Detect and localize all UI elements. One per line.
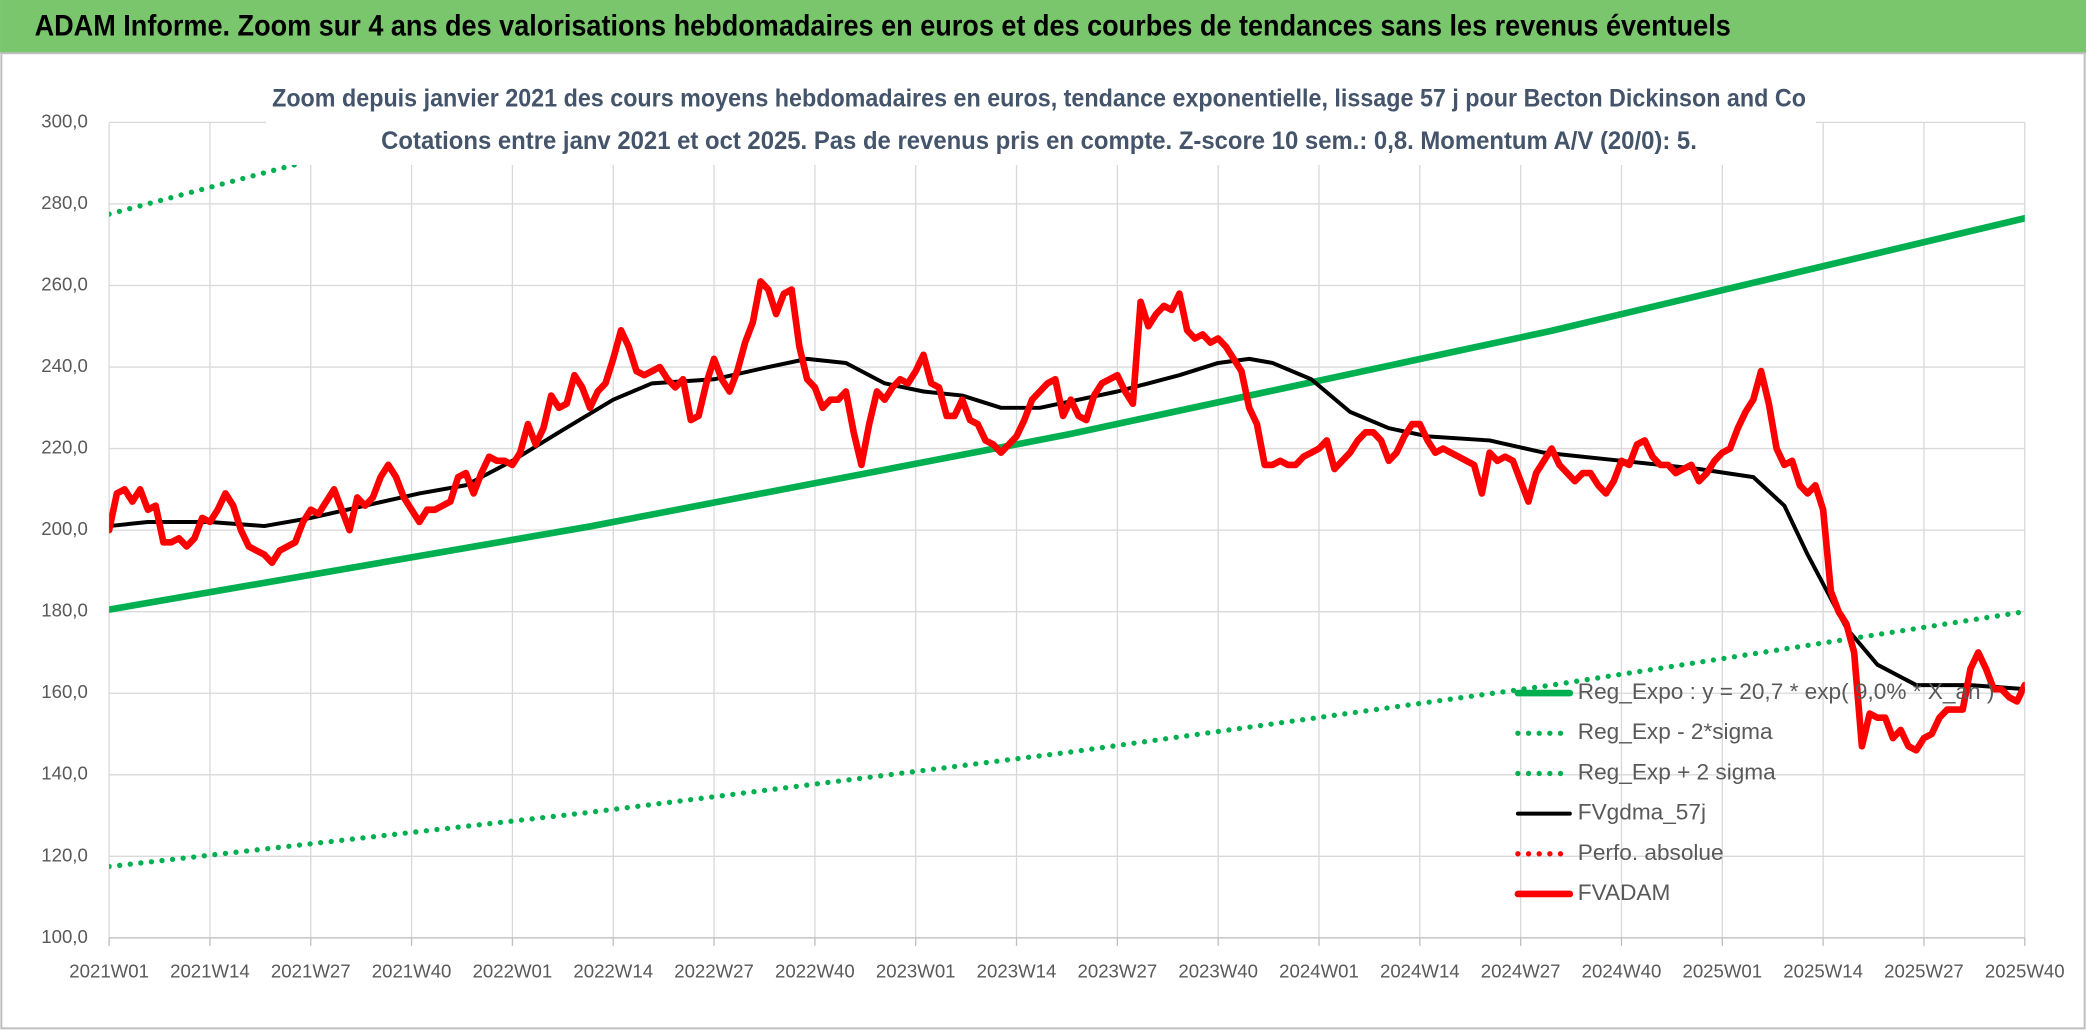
y-tick-label: 300,0 <box>41 110 88 131</box>
x-tick-label: 2023W14 <box>977 960 1057 981</box>
x-tick-label: 2024W27 <box>1481 960 1561 981</box>
y-tick-label: 120,0 <box>41 844 88 865</box>
x-tick-label: 2024W01 <box>1279 960 1359 981</box>
legend-label: Perfo. absolue <box>1578 840 1724 865</box>
x-tick-label: 2022W14 <box>573 960 653 981</box>
y-tick-label: 160,0 <box>41 681 88 702</box>
x-tick-label: 2022W01 <box>473 960 553 981</box>
x-tick-label: 2021W14 <box>170 960 250 981</box>
series-line <box>109 356 2025 692</box>
x-tick-label: 2025W14 <box>1783 960 1863 981</box>
y-tick-label: 280,0 <box>41 192 88 213</box>
chart-title: Zoom depuis janvier 2021 des cours moyen… <box>272 84 1806 112</box>
x-tick-label: 2021W40 <box>372 960 452 981</box>
x-tick-label: 2021W27 <box>271 960 351 981</box>
axes: 100,0 120,0 140,0 160,0 180,0 200,0 220,0 240,0… <box>41 110 2064 981</box>
x-tick-label: 2021W01 <box>69 960 149 981</box>
series-line <box>109 278 2025 754</box>
legend-label: FVgdma_57j <box>1578 800 1706 825</box>
x-tick-label: 2023W01 <box>876 960 956 981</box>
chart-frame <box>0 52 2086 1030</box>
legend-label: Reg_Exp - 2*sigma <box>1578 719 1773 744</box>
x-tick-label: 2024W14 <box>1380 960 1460 981</box>
y-tick-label: 260,0 <box>41 273 88 294</box>
y-tick-label: 220,0 <box>41 437 88 458</box>
x-tick-label: 2023W40 <box>1178 960 1258 981</box>
legend-label: Reg_Expo : y = 20,7 * exp( 9,0% * X_an ) <box>1578 679 1995 704</box>
legend: Reg_Expo : y = 20,7 * exp( 9,0% * X_an )… <box>1514 679 1995 905</box>
header-bar <box>0 0 2086 54</box>
legend-label: FVADAM <box>1578 880 1671 905</box>
x-tick-label: 2025W01 <box>1682 960 1762 981</box>
x-tick-label: 2023W27 <box>1078 960 1158 981</box>
x-tick-label: 2024W40 <box>1582 960 1662 981</box>
x-tick-label: 2025W40 <box>1985 960 2065 981</box>
y-tick-label: 200,0 <box>41 518 88 539</box>
legend-label: Reg_Exp + 2 sigma <box>1578 759 1776 784</box>
y-tick-label: 140,0 <box>41 763 88 784</box>
y-tick-label: 180,0 <box>41 600 88 621</box>
series-line <box>109 609 2025 870</box>
chart-subtitle: Cotations entre janv 2021 et oct 2025. P… <box>381 127 1697 155</box>
y-tick-label: 240,0 <box>41 355 88 376</box>
title-background <box>266 79 1816 165</box>
series-line <box>109 214 2025 613</box>
y-tick-label: 100,0 <box>41 926 88 947</box>
header-title: ADAM Informe. Zoom sur 4 ans des valoris… <box>35 11 1731 43</box>
x-tick-label: 2022W27 <box>674 960 754 981</box>
x-tick-label: 2022W40 <box>775 960 855 981</box>
x-tick-label: 2025W27 <box>1884 960 1964 981</box>
